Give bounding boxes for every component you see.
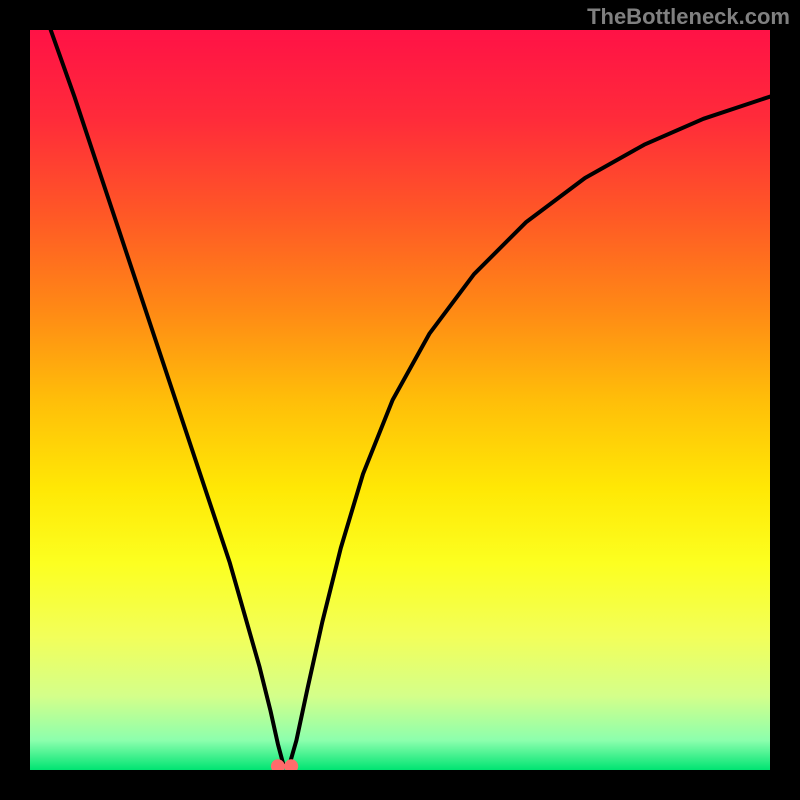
- watermark-text: TheBottleneck.com: [587, 4, 790, 30]
- chart-container: TheBottleneck.com: [0, 0, 800, 800]
- chart-plot-area: [30, 30, 770, 770]
- chart-background: [30, 30, 770, 770]
